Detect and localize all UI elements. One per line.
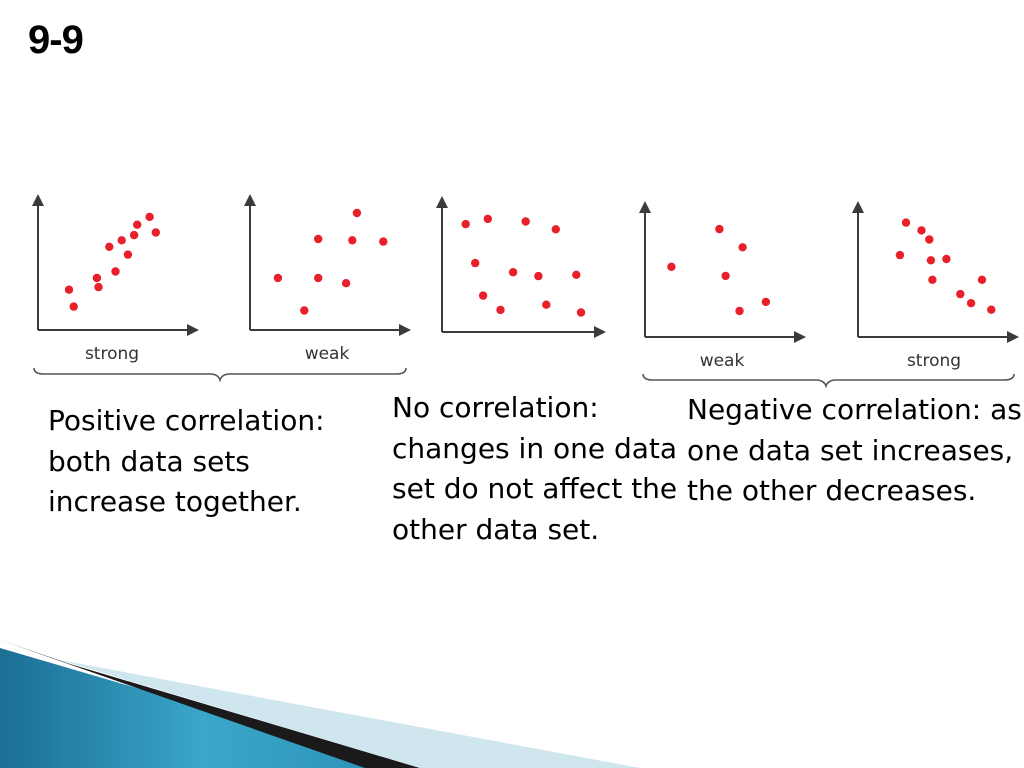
data-point [300, 306, 309, 315]
scatter-plot-4: weak [639, 201, 806, 371]
data-point [471, 258, 480, 268]
plot-label: strong [85, 344, 139, 364]
data-point [273, 273, 283, 283]
data-point [92, 273, 102, 283]
scatter-plot-1: strong [32, 194, 199, 364]
data-point [64, 285, 74, 294]
data-point [133, 220, 142, 229]
data-point [478, 291, 488, 300]
data-point [508, 268, 518, 277]
slide-title: 9-9 [28, 18, 84, 62]
data-point [542, 300, 551, 309]
data-point [145, 212, 154, 222]
decorative-corner [0, 640, 640, 768]
scatter-plot-2: weak [244, 194, 411, 364]
data-point [761, 297, 771, 307]
data-point [977, 275, 987, 284]
scatter-plot-5: strong [852, 201, 1019, 371]
data-point [721, 271, 730, 281]
data-point [928, 275, 937, 284]
data-point [483, 214, 492, 224]
data-point [69, 302, 78, 311]
data-point [111, 267, 120, 276]
data-point [942, 254, 951, 264]
plot-label: weak [305, 344, 350, 364]
scatter-plot-3 [436, 196, 606, 338]
data-point [738, 243, 747, 252]
data-point [461, 219, 470, 229]
data-point [956, 289, 965, 299]
data-point [94, 282, 103, 292]
negative-correlation-caption: Negative correlation: as one data set in… [687, 393, 1022, 507]
data-point [314, 234, 323, 244]
no-correlation-caption: No correlation: changes in one data set … [392, 391, 678, 546]
data-point [151, 228, 160, 237]
data-point [926, 256, 936, 265]
data-point [576, 308, 586, 317]
data-point [917, 226, 926, 235]
data-point [966, 299, 976, 308]
data-point [925, 235, 934, 244]
plot-label: strong [907, 351, 961, 371]
data-point [379, 237, 388, 246]
positive-correlation-caption: Positive correlation: both data sets inc… [48, 404, 325, 518]
data-point [735, 306, 744, 316]
scatter-plots: strong weak weak strong [32, 194, 1019, 371]
data-point [901, 218, 911, 227]
data-point [521, 217, 530, 226]
data-point [123, 250, 133, 259]
data-point [715, 224, 724, 234]
data-point [496, 305, 505, 315]
data-point [551, 225, 560, 234]
data-point [352, 208, 362, 218]
data-point [987, 305, 996, 314]
data-point [129, 230, 139, 240]
data-point [117, 236, 126, 245]
positive-brace [33, 367, 407, 383]
plot-label: weak [700, 351, 745, 371]
data-point [572, 270, 581, 279]
data-point [348, 236, 357, 245]
negative-brace [642, 373, 1015, 389]
data-point [534, 271, 543, 281]
data-point [667, 262, 676, 271]
data-point [314, 273, 323, 283]
data-point [341, 279, 351, 288]
data-point [895, 250, 905, 260]
data-point [105, 242, 114, 251]
